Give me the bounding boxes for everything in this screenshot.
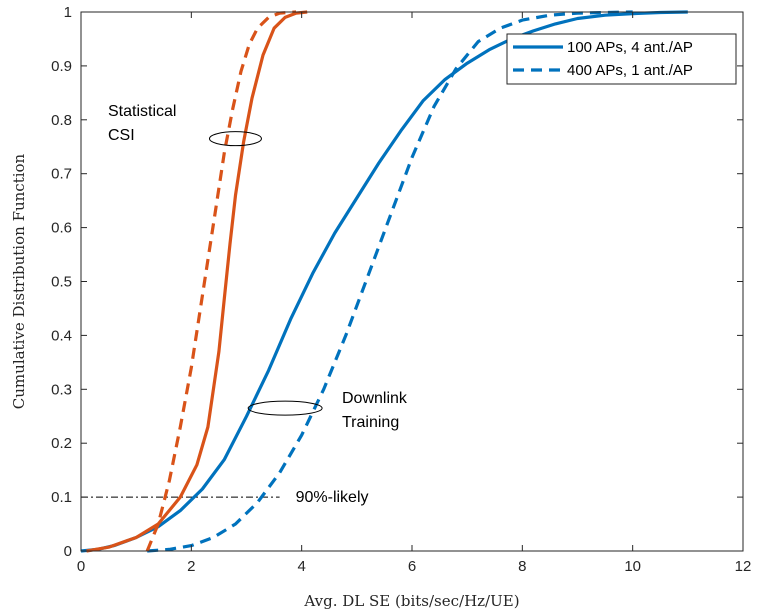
legend-box (506, 33, 737, 85)
series-line-downlink-training-dashed (147, 10, 633, 553)
y-tick-label: 0 (64, 543, 72, 560)
axes-layer: 0 2 4 6 8 10 12 0 0.1 0.2 0.3 0.4 0.5 0.6 0.7 0.8 0.9 1 Av… (10, 4, 751, 610)
y-tick-label: 0.6 (51, 220, 72, 237)
y-tick-label: 0.2 (51, 435, 72, 452)
x-tick-label: 2 (187, 558, 195, 575)
y-tick-label: 0.5 (51, 274, 72, 291)
y-tick-label: 0.8 (51, 112, 72, 129)
y-tick-label: 0.7 (51, 166, 72, 183)
annotation-text-statistical-csi: CSI (108, 127, 135, 144)
x-tick-label: 10 (624, 558, 641, 575)
reference-line-label: 90%-likely (296, 489, 369, 506)
series-line-downlink-training-solid (80, 10, 688, 553)
annotation-layer: Statistical CSI Downlink Training (108, 103, 408, 431)
y-tick-label: 1 (64, 4, 72, 21)
legend: 100 APs, 4 ant./AP 400 APs, 1 ant./AP (506, 33, 737, 85)
legend-label: 100 APs, 4 ant./AP (567, 39, 693, 56)
annotation-ellipse-statistical-csi (208, 131, 262, 147)
series-line-statistical-csi-dashed (145, 10, 297, 552)
series-layer: 90%-likely (80, 10, 688, 553)
y-tick-label: 0.1 (51, 489, 72, 506)
y-tick-label: 0.3 (51, 381, 72, 398)
series-line-statistical-csi-solid (86, 10, 308, 553)
x-tick-label: 12 (735, 558, 752, 575)
x-axis-label: Avg. DL SE (bits/sec/Hz/UE) (303, 592, 519, 610)
legend-label: 400 APs, 1 ant./AP (567, 62, 693, 79)
y-tick-label: 0.4 (51, 327, 72, 344)
x-tick-label: 8 (518, 558, 526, 575)
annotation-ellipse-downlink-training (247, 400, 323, 416)
y-axis-label: Cumulative Distribution Function (10, 153, 28, 409)
x-tick-label: 6 (408, 558, 416, 575)
x-tick-label: 0 (77, 558, 85, 575)
annotation-text-statistical-csi: Statistical (108, 103, 176, 120)
y-tick-label: 0.9 (51, 58, 72, 75)
x-tick-label: 4 (297, 558, 305, 575)
annotation-text-downlink-training: Downlink (342, 390, 408, 407)
annotation-text-downlink-training: Training (342, 414, 399, 431)
plot-area (81, 12, 743, 551)
